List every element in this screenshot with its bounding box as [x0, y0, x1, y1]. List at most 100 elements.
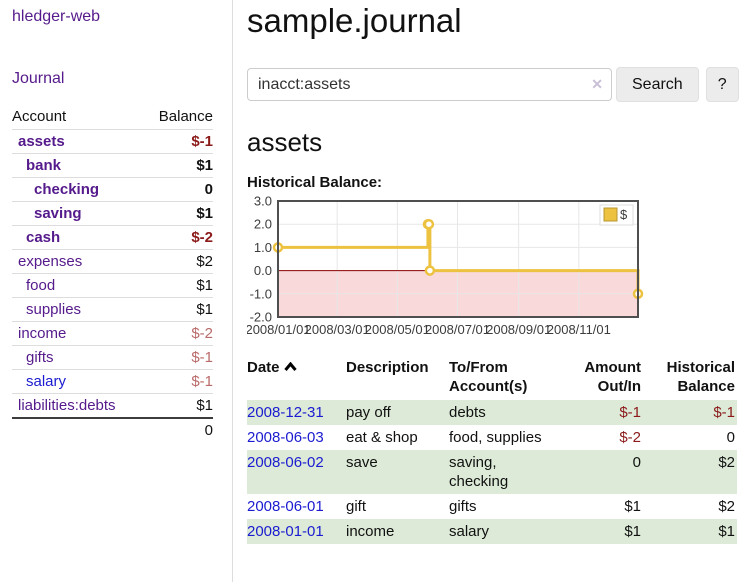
transaction-balance: 0 [726, 429, 735, 446]
chart-legend-label: $ [620, 207, 628, 222]
chart-x-tick-label: 2008/03/01 [305, 322, 370, 337]
accounts-total-balance: 0 [143, 417, 213, 442]
amount-column-header: Amount Out/In [584, 359, 641, 395]
balance-column-header-register: Historical Balance [666, 359, 735, 395]
account-balance: $-1 [143, 345, 213, 370]
chart-legend-swatch [603, 207, 618, 222]
account-link[interactable]: liabilities:debts [18, 397, 116, 414]
account-balance: $1 [143, 153, 213, 178]
date-column-header[interactable]: Date [247, 356, 346, 400]
transaction-description: pay off [346, 404, 391, 421]
account-row: gifts $-1 [12, 345, 213, 370]
account-link[interactable]: salary [26, 373, 67, 390]
help-button[interactable]: ? [705, 67, 739, 102]
chart-y-tick-label: -2.0 [250, 310, 272, 325]
sidebar-item-journal[interactable]: Journal [12, 70, 65, 87]
accounts-column-header: To/From Account(s) [449, 359, 528, 395]
transaction-balance: $2 [718, 498, 735, 515]
search-button[interactable]: Search [616, 67, 699, 102]
transaction-row: 2008-12-31 pay off debts $-1 $-1 [247, 400, 737, 425]
account-column-header: Account [12, 108, 67, 125]
chart-y-tick-label: 1.0 [254, 240, 272, 255]
chart-border [277, 200, 639, 318]
transaction-description: eat & shop [346, 429, 418, 446]
transaction-balance: $2 [718, 454, 735, 471]
transaction-amount: $-2 [619, 429, 641, 446]
register-table: Date Description To/From Account(s) Amou… [247, 356, 737, 544]
account-row: liabilities:debts $1 [12, 393, 213, 418]
transaction-date-link[interactable]: 2008-06-02 [247, 454, 324, 471]
accounts-table: Account Balance assets $-1 bank $1 checking 0… [12, 105, 213, 442]
description-column-header: Description [346, 359, 429, 376]
transaction-description: gift [346, 498, 367, 515]
transaction-amount: $1 [624, 498, 641, 515]
account-row: supplies $1 [12, 297, 213, 322]
transaction-amount: $1 [624, 523, 641, 540]
account-balance: $-2 [143, 321, 213, 346]
search-box: ✕ [247, 68, 612, 101]
transaction-balance: $-1 [713, 404, 735, 421]
account-row: assets $-1 [12, 129, 213, 154]
transaction-date-link[interactable]: 2008-06-01 [247, 498, 324, 515]
transaction-amount: 0 [632, 454, 641, 471]
search-form: ✕ Search ? [247, 67, 742, 102]
account-link[interactable]: income [18, 325, 67, 342]
account-link[interactable]: food [26, 277, 56, 294]
transaction-date-link[interactable]: 2008-06-03 [247, 429, 324, 446]
transaction-accounts: gifts [449, 498, 477, 515]
transaction-row: 2008-06-01 gift gifts $1 $2 [247, 494, 737, 519]
transaction-amount: $-1 [619, 404, 641, 421]
account-row: bank $1 [12, 153, 213, 178]
account-row: income $-2 [12, 321, 213, 346]
account-balance: $-1 [143, 129, 213, 154]
account-link[interactable]: cash [26, 229, 61, 246]
account-row: salary $-1 [12, 369, 213, 394]
chart-x-tick-label: 2008/05/01 [365, 322, 430, 337]
transaction-balance: $1 [718, 523, 735, 540]
account-link[interactable]: supplies [26, 301, 82, 318]
total-spacer [12, 417, 144, 442]
brand-link[interactable]: hledger-web [12, 8, 101, 25]
clear-search-icon[interactable]: ✕ [591, 76, 603, 92]
account-row: food $1 [12, 273, 213, 298]
account-balance: $-1 [143, 369, 213, 394]
accounts-header-row: Account Balance [12, 105, 213, 130]
historical-balance-chart: $3.0 2.0 1.0 0.0 -1.0 -2.02008/01/012008/03/0… [247, 196, 644, 337]
chart-x-tick-label: 2008/07/01 [425, 322, 490, 337]
page-title: sample.journal [247, 2, 462, 39]
account-link[interactable]: expenses [18, 253, 83, 270]
account-link[interactable]: gifts [26, 349, 54, 366]
account-balance: $2 [143, 249, 213, 274]
transaction-date-link[interactable]: 2008-12-31 [247, 404, 324, 421]
search-input[interactable] [247, 68, 612, 101]
transaction-accounts: salary [449, 523, 490, 540]
account-row: saving $1 [12, 201, 213, 226]
account-balance: $1 [143, 297, 213, 322]
account-balance: $1 [143, 393, 213, 418]
main-content: sample.journal ✕ Search ? assets Histori… [247, 0, 742, 544]
account-heading: assets [247, 127, 323, 157]
sort-ascending-icon [283, 362, 297, 371]
chart-data-point [424, 265, 436, 276]
chart-y-tick-label: -1.0 [250, 286, 272, 301]
transaction-date-link[interactable]: 2008-01-01 [247, 523, 324, 540]
chart-label: Historical Balance: [247, 174, 383, 191]
register-body: 2008-12-31 pay off debts $-1 $-1 2008-06-03 ea… [247, 400, 737, 544]
transaction-row: 2008-06-02 save saving, checking 0 $2 [247, 450, 737, 494]
chart-x-tick-label: 2008/11/01 [547, 322, 611, 337]
sidebar: hledger-web Journal Account Balance asse… [0, 0, 233, 582]
account-balance: $-2 [143, 225, 213, 250]
account-link[interactable]: checking [34, 181, 100, 198]
account-balance: 0 [143, 177, 213, 202]
register-header-row: Date Description To/From Account(s) Amou… [247, 356, 737, 400]
chart-y-tick-label: 3.0 [254, 196, 272, 209]
account-link[interactable]: bank [26, 157, 62, 174]
account-balance: $1 [143, 201, 213, 226]
transaction-row: 2008-06-03 eat & shop food, supplies $-2 0 [247, 425, 737, 450]
transaction-accounts: debts [449, 404, 486, 421]
account-link[interactable]: assets [18, 133, 65, 150]
chart-x-tick-label: 2008/01/01 [247, 322, 311, 337]
account-balance: $1 [143, 273, 213, 298]
chart-x-tick-label: 2008/09/01 [486, 322, 551, 337]
account-link[interactable]: saving [34, 205, 82, 222]
